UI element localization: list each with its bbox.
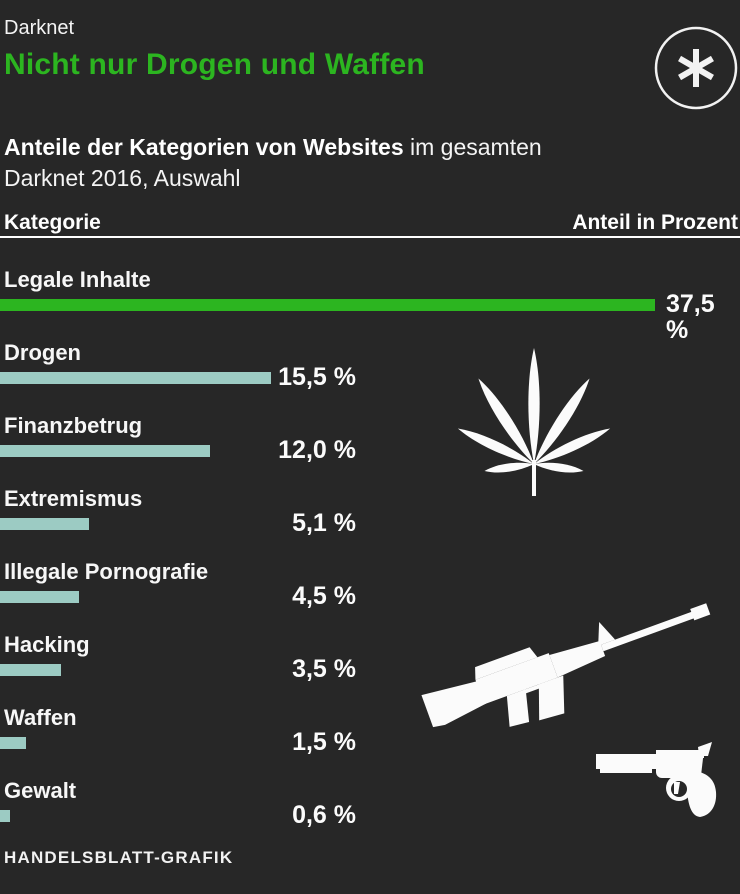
column-header-share: Anteil in Prozent: [572, 211, 738, 234]
bar: [0, 591, 79, 603]
category-label: Illegale Pornografie: [4, 559, 209, 584]
bar: [0, 299, 655, 311]
category-label: Extremismus: [4, 486, 143, 511]
bar-line: 12,0 %: [0, 437, 740, 463]
category-row: Waffen 1,5 %: [0, 706, 740, 779]
bar: [0, 372, 271, 384]
page-title: Nicht nur Drogen und Waffen: [4, 48, 425, 81]
cannabis-leaf-icon: [442, 344, 627, 504]
value-label: 12,0 %: [278, 436, 356, 464]
bar-line: 4,5 %: [0, 583, 740, 609]
subtitle-line2: Darknet 2016, Auswahl: [4, 165, 241, 191]
bar: [0, 518, 89, 530]
category-row: Finanzbetrug 12,0 %: [0, 414, 740, 487]
value-label: 15,5 %: [278, 363, 356, 391]
category-label: Waffen: [4, 705, 77, 730]
subtitle-bold: Anteile der Kategorien von Websites: [4, 134, 404, 160]
source-credit: HANDELSBLATT-GRAFIK: [4, 848, 234, 867]
category-row: Gewalt 0,6 %: [0, 779, 740, 852]
value-label: 37,5 %: [666, 290, 715, 344]
category-label: Finanzbetrug: [4, 413, 143, 438]
category-row: Legale Inhalte 37,5 %: [0, 267, 740, 343]
kicker: Darknet: [4, 17, 75, 39]
category-label: Legale Inhalte: [4, 267, 151, 292]
subtitle-rest: im gesamten: [403, 134, 542, 160]
chart-subtitle: Anteile der Kategorien von Websites im g…: [4, 132, 704, 194]
bar-line: 0,6 %: [0, 802, 740, 828]
bar: [0, 810, 10, 822]
category-label: Drogen: [4, 340, 81, 365]
rifle-icon: [418, 588, 728, 763]
value-label: 0,6 %: [292, 801, 356, 829]
category-row: Illegale Pornografie 4,5 %: [0, 560, 740, 633]
bar-line: 5,1 %: [0, 510, 740, 536]
column-header-category: Kategorie: [4, 211, 101, 234]
category-label: Gewalt: [4, 778, 77, 803]
bar-line: 3,5 %: [0, 656, 740, 682]
header-divider: [0, 236, 740, 238]
category-row: Extremismus 5,1 %: [0, 487, 740, 560]
revolver-icon: [596, 742, 736, 827]
bar: [0, 737, 26, 749]
bar-line: 15,5 %: [0, 364, 740, 390]
category-row: Hacking 3,5 %: [0, 633, 740, 706]
category-label: Hacking: [4, 632, 90, 657]
value-label: 4,5 %: [292, 582, 356, 610]
value-label: 3,5 %: [292, 655, 356, 683]
category-row: Drogen 15,5 %: [0, 341, 740, 414]
table-header: Kategorie Anteil in Prozent: [0, 211, 740, 235]
bar-line: 1,5 %: [0, 729, 740, 755]
value-label: 1,5 %: [292, 728, 356, 756]
bar-chart: Legale Inhalte 37,5 % Drogen 15,5 % Fina…: [0, 268, 740, 852]
bar: [0, 664, 61, 676]
bar-line: 37,5 %: [0, 291, 740, 343]
asterisk-logo-icon: [653, 25, 739, 111]
value-label: 5,1 %: [292, 509, 356, 537]
bar: [0, 445, 210, 457]
